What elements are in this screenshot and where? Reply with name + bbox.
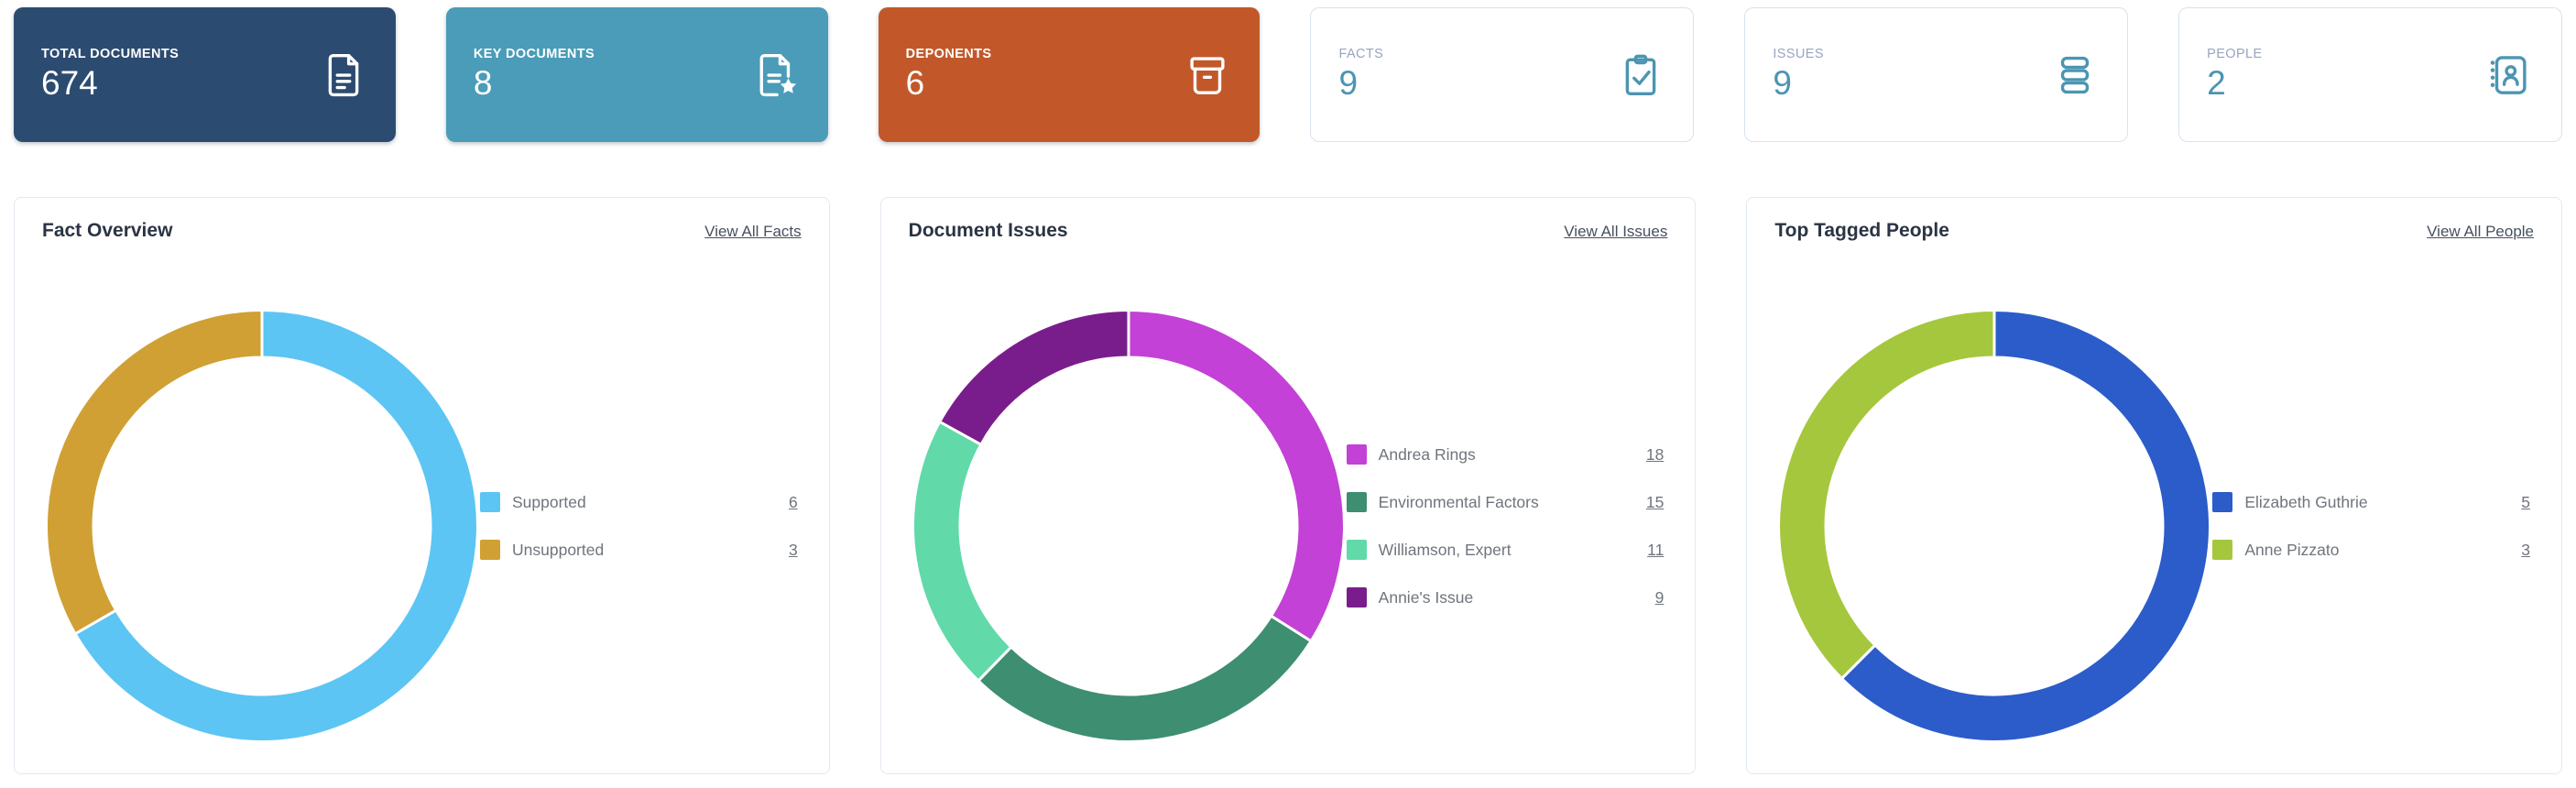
legend-label: Williamson, Expert: [1378, 540, 1512, 559]
legend-label: Supported: [512, 492, 586, 511]
donut-segment-2[interactable]: [911, 420, 1013, 684]
legend-value-link[interactable]: 9: [1654, 587, 1665, 607]
charts-row: Fact Overview View All Facts Supported 6…: [14, 197, 2563, 774]
chart-header: Fact Overview View All Facts: [15, 198, 829, 242]
legend-item: Anne Pizzato 3: [2212, 526, 2530, 574]
stack-icon: [2050, 50, 2100, 100]
stat-text: PEOPLE 2: [2207, 47, 2262, 104]
legend-value-link[interactable]: 15: [1645, 492, 1665, 511]
top-tagged-people-donut-chart: [1777, 309, 2212, 743]
legend-value-link[interactable]: 3: [2521, 540, 2531, 559]
donut-svg: [45, 309, 479, 743]
legend-label: Anne Pizzato: [2244, 540, 2340, 559]
legend-value-link[interactable]: 3: [788, 540, 798, 559]
chart-title: Fact Overview: [42, 220, 173, 241]
chart-title: Top Tagged People: [1774, 220, 1949, 241]
legend-item: Annie's Issue 9: [1346, 574, 1665, 621]
stat-card-facts[interactable]: FACTS 9: [1310, 7, 1695, 142]
stat-label: KEY DOCUMENTS: [473, 46, 595, 61]
stat-label: DEPONENTS: [905, 46, 992, 61]
legend-label: Elizabeth Guthrie: [2244, 492, 2368, 511]
legend-swatch-icon: [480, 540, 500, 560]
stat-value: 2: [2207, 63, 2226, 102]
stat-text: FACTS 9: [1338, 47, 1383, 104]
stat-value: 9: [1338, 63, 1359, 102]
legend-item: Andrea Rings 18: [1346, 431, 1665, 478]
legend-value-link[interactable]: 11: [1647, 540, 1665, 559]
stat-value: 6: [905, 63, 925, 102]
stat-text: TOTAL DOCUMENTS 674: [41, 47, 179, 104]
fact-overview-donut-chart: [45, 309, 479, 743]
chart-header: Document Issues View All Issues: [881, 198, 1696, 242]
stat-label: FACTS: [1338, 46, 1384, 61]
legend-item: Environmental Factors 15: [1346, 478, 1665, 526]
chart-card-top-tagged-people: Top Tagged People View All People Elizab…: [1746, 197, 2563, 774]
stat-value: 8: [473, 63, 493, 102]
donut-segment-3[interactable]: [937, 309, 1130, 447]
chart-card-fact-overview: Fact Overview View All Facts Supported 6…: [14, 197, 830, 774]
donut-svg: [911, 309, 1346, 743]
legend-item: Supported 6: [480, 478, 798, 526]
legend-swatch-icon: [480, 492, 500, 512]
document-issues-donut-chart: [911, 309, 1346, 743]
stat-value: 9: [1773, 63, 1792, 102]
legend-label: Environmental Factors: [1378, 492, 1539, 511]
donut-segment-1[interactable]: [976, 614, 1313, 743]
chart-legend: Elizabeth Guthrie 5 Anne Pizzato 3: [2212, 309, 2530, 743]
chart-header: Top Tagged People View All People: [1747, 198, 2561, 242]
stat-card-key-documents[interactable]: KEY DOCUMENTS 8: [445, 7, 828, 142]
legend-value-link[interactable]: 5: [2521, 492, 2531, 511]
stat-text: KEY DOCUMENTS 8: [474, 47, 595, 104]
document-star-icon: [751, 50, 801, 100]
legend-item: Unsupported 3: [480, 526, 798, 574]
legend-swatch-icon: [1346, 540, 1367, 560]
chart-legend: Supported 6 Unsupported 3: [480, 309, 798, 743]
stat-card-deponents[interactable]: DEPONENTS 6: [878, 7, 1261, 142]
stat-text: DEPONENTS 6: [906, 47, 992, 104]
legend-swatch-icon: [2212, 492, 2233, 512]
stat-card-issues[interactable]: ISSUES 9: [1744, 7, 2129, 142]
legend-label: Andrea Rings: [1378, 444, 1476, 464]
legend-swatch-icon: [1346, 444, 1367, 465]
stat-label: TOTAL DOCUMENTS: [41, 46, 180, 61]
clipboard-check-icon: [1616, 50, 1665, 100]
donut-svg: [1777, 309, 2212, 743]
chart-card-document-issues: Document Issues View All Issues Andrea R…: [879, 197, 1697, 774]
donut-segment-1[interactable]: [1777, 309, 1996, 681]
view-all-facts-link[interactable]: View All Facts: [704, 223, 802, 240]
stat-cards-row: TOTAL DOCUMENTS 674 KEY DOCUMENTS 8: [14, 7, 2562, 142]
stat-label: ISSUES: [1773, 46, 1824, 61]
contact-book-icon: [2484, 50, 2534, 100]
chart-title: Document Issues: [908, 220, 1068, 241]
view-all-people-link[interactable]: View All People: [2427, 223, 2535, 240]
legend-value-link[interactable]: 6: [788, 492, 798, 511]
stat-value: 674: [41, 63, 98, 102]
donut-segment-0[interactable]: [72, 309, 479, 743]
archive-box-icon: [1183, 50, 1232, 100]
stat-label: PEOPLE: [2207, 46, 2263, 61]
legend-label: Annie's Issue: [1378, 587, 1474, 607]
legend-swatch-icon: [1346, 587, 1367, 607]
donut-segment-0[interactable]: [1839, 309, 2212, 743]
chart-legend: Andrea Rings 18 Environmental Factors 15…: [1346, 309, 1665, 743]
stat-card-total-documents[interactable]: TOTAL DOCUMENTS 674: [14, 7, 396, 142]
document-icon: [319, 50, 368, 100]
legend-value-link[interactable]: 18: [1645, 444, 1665, 464]
legend-label: Unsupported: [512, 540, 605, 559]
donut-segment-1[interactable]: [45, 309, 264, 636]
legend-swatch-icon: [1346, 492, 1367, 512]
legend-item: Williamson, Expert 11: [1346, 526, 1665, 574]
legend-item: Elizabeth Guthrie 5: [2212, 478, 2530, 526]
view-all-issues-link[interactable]: View All Issues: [1564, 223, 1668, 240]
stat-card-people[interactable]: PEOPLE 2: [2178, 7, 2562, 142]
stat-text: ISSUES 9: [1773, 47, 1824, 104]
legend-swatch-icon: [2212, 540, 2233, 560]
donut-segment-0[interactable]: [1127, 309, 1346, 643]
